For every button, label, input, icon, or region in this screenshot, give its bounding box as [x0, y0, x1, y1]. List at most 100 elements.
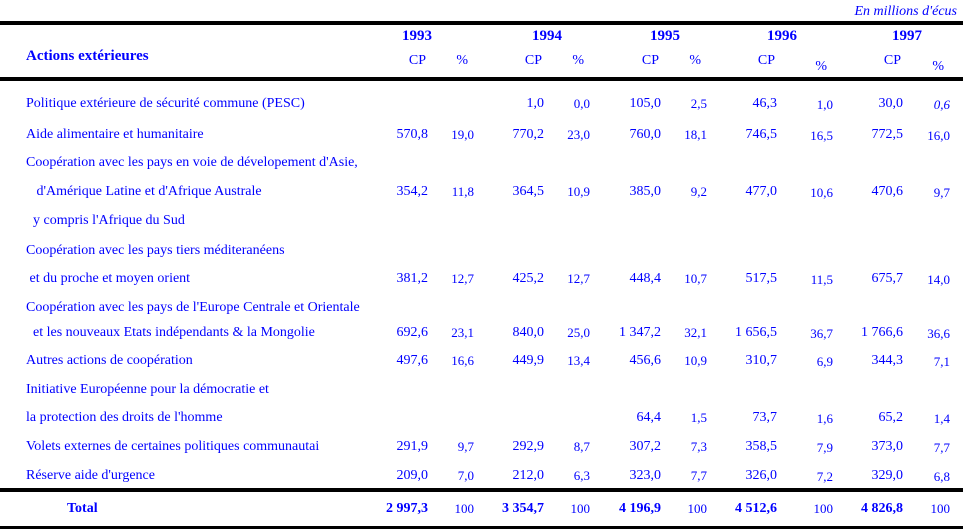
cp-header: CP — [408, 53, 426, 68]
total-label: Total — [67, 501, 98, 516]
row-label: la protection des droits de l'homme — [26, 410, 223, 425]
percent-cell: 23,0 — [567, 127, 590, 142]
percent-cell: 10,9 — [567, 184, 590, 199]
percent-cell: 1,6 — [816, 411, 833, 426]
percent-cell: 9,7 — [933, 185, 950, 200]
total-cp: 2 997,3 — [386, 501, 428, 516]
row-label: Réserve aide d'urgence — [26, 468, 155, 483]
pct-header: % — [689, 53, 701, 68]
cp-cell: 326,0 — [745, 468, 778, 483]
pct-header: % — [932, 59, 944, 74]
total-percent: 100 — [687, 501, 708, 516]
percent-cell: 6,9 — [816, 354, 833, 369]
cp-header: CP — [641, 53, 659, 68]
cp-cell: 292,9 — [512, 439, 545, 454]
cp-cell: 760,0 — [629, 127, 662, 142]
cp-cell: 310,7 — [745, 353, 778, 368]
cp-cell: 449,9 — [512, 353, 545, 368]
header-rule — [0, 77, 963, 81]
percent-cell: 16,6 — [451, 353, 474, 368]
cp-cell: 1 347,2 — [619, 325, 661, 340]
cp-cell: 364,5 — [512, 184, 545, 199]
cp-cell: 840,0 — [512, 325, 545, 340]
percent-cell: 6,8 — [933, 469, 950, 484]
cp-cell: 1 766,6 — [861, 325, 903, 340]
percent-cell: 7,9 — [816, 440, 833, 455]
cp-header: CP — [524, 53, 542, 68]
percent-cell: 7,2 — [816, 469, 833, 484]
percent-cell: 36,6 — [927, 326, 950, 341]
percent-cell: 36,7 — [810, 326, 833, 341]
percent-cell: 11,5 — [810, 272, 833, 287]
total-cp: 3 354,7 — [502, 501, 544, 516]
percent-cell: 7,1 — [933, 354, 950, 369]
unit-note: En millions d'écus — [854, 4, 957, 19]
cp-cell: 456,6 — [629, 353, 662, 368]
total-percent: 100 — [813, 501, 834, 516]
row-label: Coopération avec les pays de l'Europe Ce… — [26, 300, 360, 315]
percent-cell: 9,7 — [457, 439, 474, 454]
cp-cell: 497,6 — [396, 353, 429, 368]
cp-cell: 105,0 — [629, 96, 662, 111]
row-label: et du proche et moyen orient — [26, 271, 191, 286]
percent-cell: 6,3 — [573, 468, 590, 483]
column-title: Actions extérieures — [26, 48, 149, 64]
percent-cell: 7,3 — [690, 439, 707, 454]
cp-cell: 448,4 — [629, 271, 662, 286]
cp-cell: 477,0 — [745, 184, 778, 199]
cp-cell: 385,0 — [629, 184, 662, 199]
percent-cell: 14,0 — [927, 272, 950, 287]
cp-cell: 209,0 — [396, 468, 429, 483]
percent-cell: 1,0 — [816, 97, 833, 112]
cp-cell: 470,6 — [871, 184, 904, 199]
cp-cell: 212,0 — [512, 468, 545, 483]
cp-cell: 30,0 — [878, 96, 904, 111]
percent-cell: 2,5 — [690, 96, 707, 111]
year-header: 1995 — [650, 28, 680, 44]
cp-cell: 46,3 — [752, 96, 778, 111]
percent-cell: 12,7 — [451, 271, 474, 286]
pct-header: % — [815, 59, 827, 74]
row-label: y compris l'Afrique du Sud — [26, 213, 185, 228]
cp-cell: 65,2 — [878, 410, 904, 425]
percent-cell: 1,4 — [933, 411, 950, 426]
cp-cell: 692,6 — [396, 325, 429, 340]
row-label: Politique extérieure de sécurité commune… — [26, 96, 305, 111]
percent-cell: 32,1 — [684, 325, 707, 340]
year-header: 1994 — [532, 28, 562, 44]
cp-cell: 425,2 — [512, 271, 545, 286]
row-label: et les nouveaux Etats indépendants & la … — [26, 325, 315, 340]
total-cp: 4 196,9 — [619, 501, 661, 516]
percent-cell: 13,4 — [567, 353, 590, 368]
percent-cell: 19,0 — [451, 127, 474, 142]
row-label: Coopération avec les pays en voie de dév… — [26, 155, 358, 170]
cp-cell: 73,7 — [752, 410, 778, 425]
cp-header: CP — [757, 53, 775, 68]
total-percent: 100 — [454, 501, 475, 516]
cp-cell: 291,9 — [396, 439, 429, 454]
row-label: Autres actions de coopération — [26, 353, 193, 368]
cp-cell: 323,0 — [629, 468, 662, 483]
cp-cell: 746,5 — [745, 127, 778, 142]
total-percent: 100 — [570, 501, 591, 516]
cp-cell: 381,2 — [396, 271, 429, 286]
percent-cell: 10,9 — [684, 353, 707, 368]
percent-cell: 12,7 — [567, 271, 590, 286]
percent-cell: 0,0 — [573, 96, 590, 111]
pct-header: % — [456, 53, 468, 68]
total-rule — [0, 488, 963, 492]
cp-cell: 1,0 — [526, 96, 545, 111]
year-header: 1997 — [892, 28, 922, 44]
percent-cell: 1,5 — [690, 410, 707, 425]
percent-cell: 16,5 — [810, 128, 833, 143]
cp-cell: 344,3 — [871, 353, 904, 368]
row-label: Aide alimentaire et humanitaire — [26, 127, 204, 142]
percent-cell: 0,6 — [933, 97, 950, 112]
total-cp: 4 826,8 — [861, 501, 903, 516]
cp-cell: 358,5 — [745, 439, 778, 454]
total-cp: 4 512,6 — [735, 501, 777, 516]
row-label: d'Amérique Latine et d'Afrique Australe — [26, 184, 262, 199]
cp-cell: 1 656,5 — [735, 325, 777, 340]
year-header: 1996 — [767, 28, 797, 44]
total-percent: 100 — [930, 501, 951, 516]
